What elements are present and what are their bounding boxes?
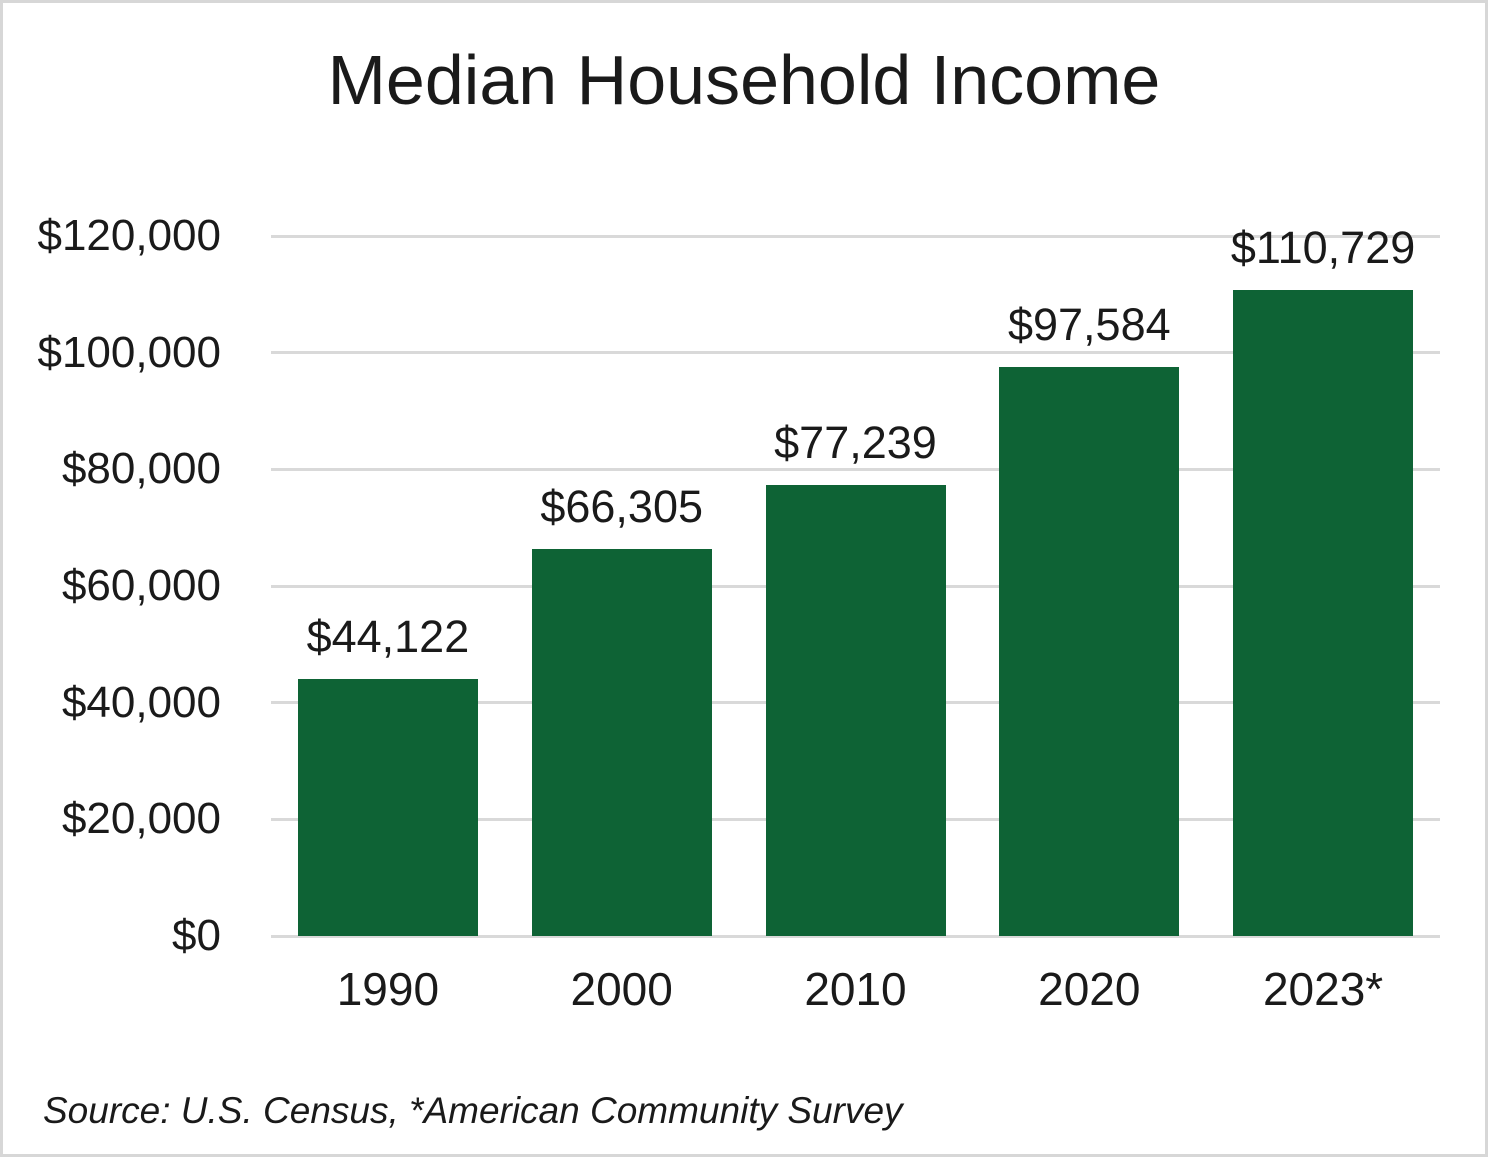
y-tick-label: $80,000 (61, 444, 221, 494)
y-tick-label: $40,000 (61, 677, 221, 727)
bar-2000 (531, 549, 712, 936)
bar-1990 (297, 678, 478, 936)
bar-value-label-1990: $44,122 (306, 610, 470, 662)
gridline-120000 (271, 234, 1440, 238)
gridline-0 (271, 934, 1440, 938)
source-note: Source: U.S. Census, *American Community… (43, 1090, 903, 1131)
x-tick-label-2023*: 2023* (1262, 963, 1384, 1015)
y-tick-label: $60,000 (61, 561, 221, 610)
bar-value-label-2020: $97,584 (1007, 298, 1171, 350)
y-axis-tick-labels: $0 $20,000 $40,000 $60,000 $80,000 $100,000 $1… (3, 211, 221, 960)
y-tick-label: $0 (172, 911, 221, 960)
y-tick-label: $120,000 (37, 211, 221, 260)
bar-value-label-2000: $66,305 (540, 481, 704, 533)
bar-value-label-2023*: $110,729 (1230, 222, 1416, 274)
plot-area: $44,122 $66,305 $77,239 $97,584 $110,729 (271, 222, 1440, 938)
bar-value-label-2010: $77,239 (774, 417, 937, 469)
y-tick-label: $20,000 (61, 794, 221, 844)
chart-title: Median Household Income (327, 41, 1161, 119)
x-tick-label-1990: 1990 (336, 963, 440, 1015)
x-tick-label-2000: 2000 (570, 963, 673, 1015)
bar-2023* (1233, 290, 1414, 936)
x-tick-label-2010: 2010 (804, 963, 907, 1015)
x-axis-tick-labels: 1990 2000 2010 2020 2023* (271, 963, 1440, 1023)
y-tick-label: $100,000 (37, 327, 221, 377)
gridline-100000 (271, 351, 1440, 355)
bar-2010 (765, 485, 946, 936)
bar-2020 (999, 366, 1180, 936)
x-tick-label-2020: 2020 (1038, 963, 1141, 1015)
gridline-80000 (271, 467, 1440, 471)
